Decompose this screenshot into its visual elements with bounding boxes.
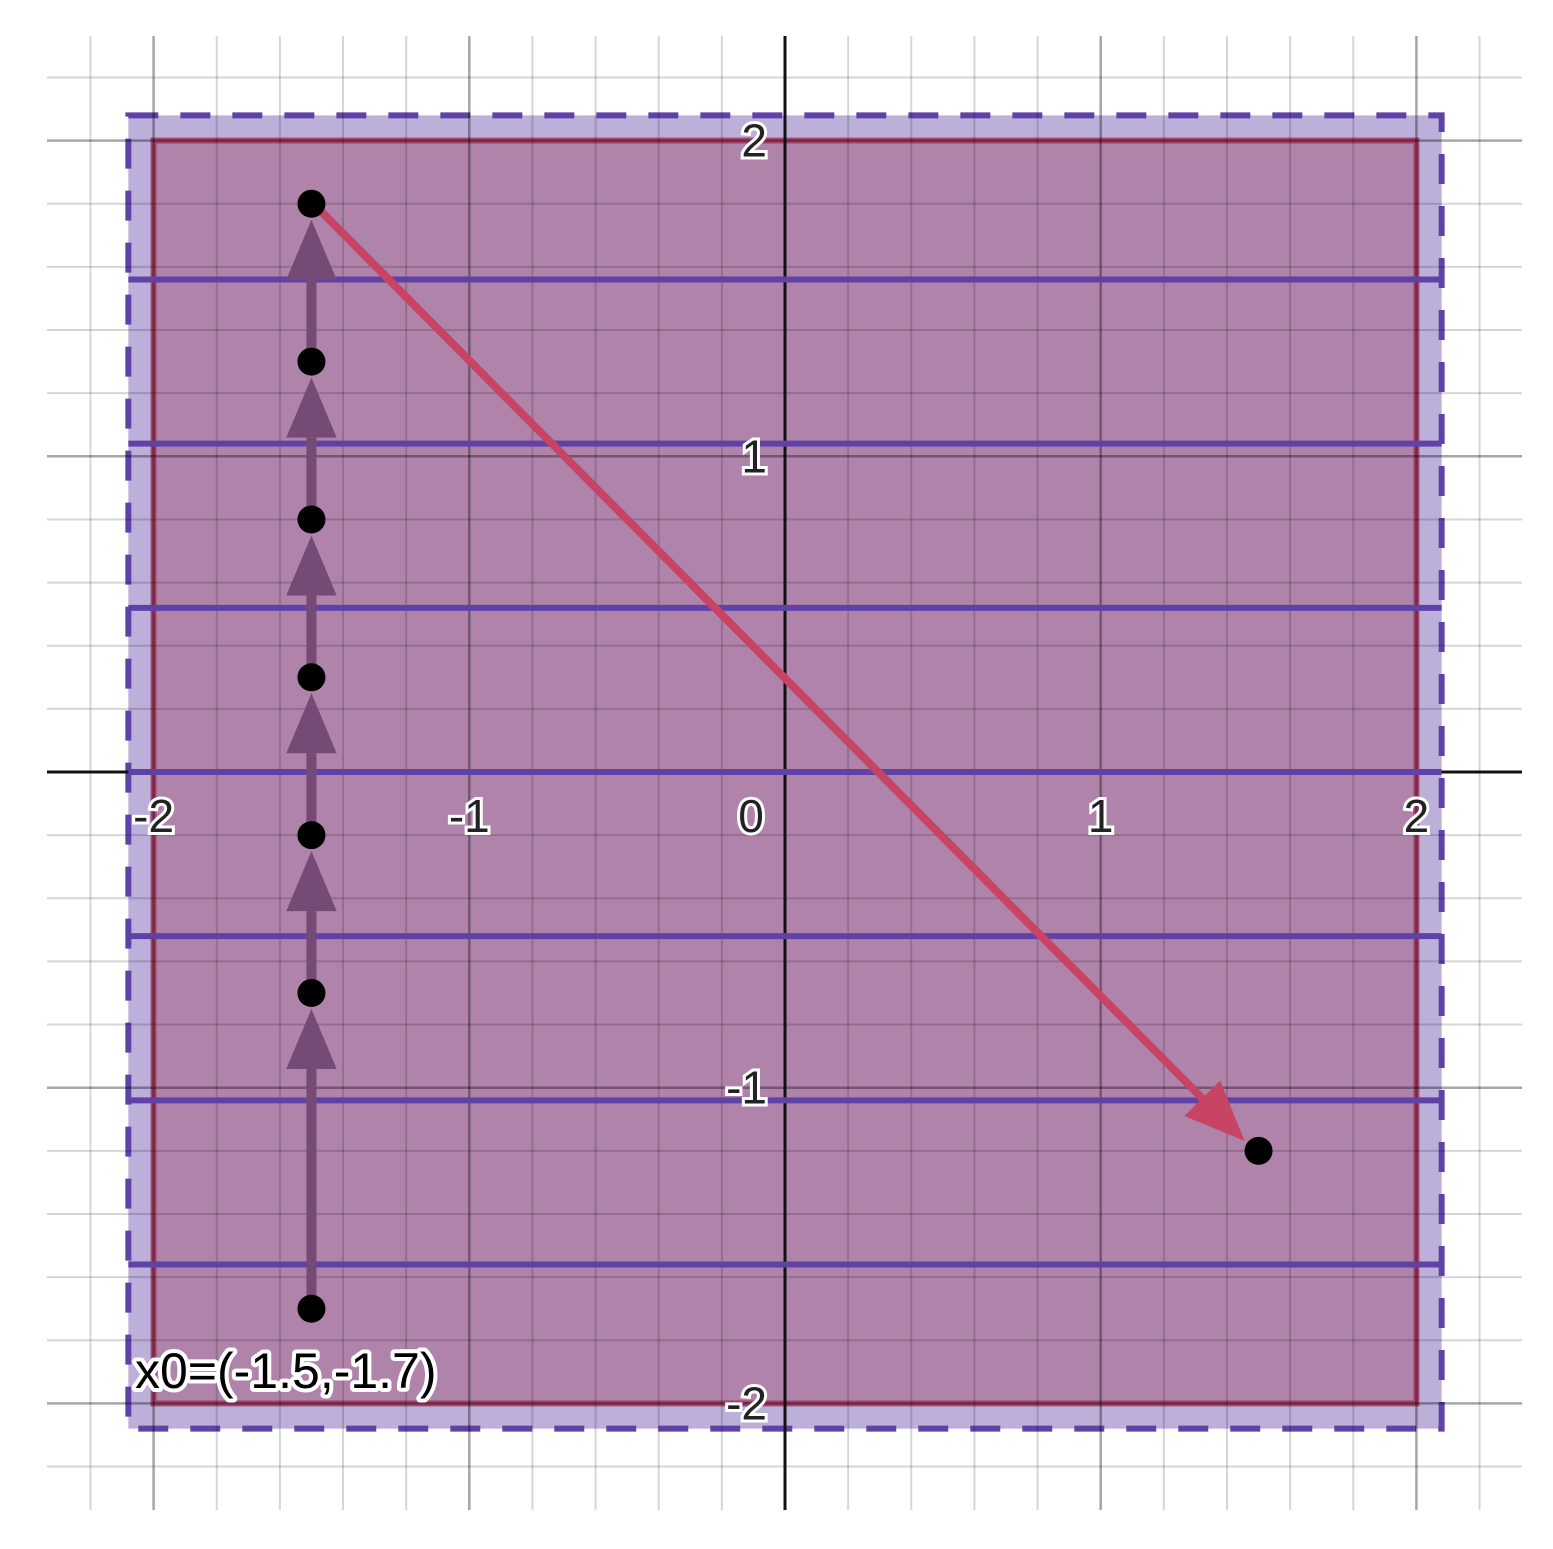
y-tick-label: 2 (741, 115, 767, 167)
y-tick-label: 1 (741, 430, 767, 482)
data-point (297, 189, 326, 218)
data-point (297, 1294, 326, 1323)
diagonal-red-arrow (318, 208, 1206, 1102)
x-tick-label: -2 (133, 790, 174, 842)
vertical-step-arrow-head (286, 1008, 337, 1069)
vertical-step-arrow-head (286, 851, 337, 912)
x-tick-label: 0 (738, 790, 764, 842)
data-point (1244, 1136, 1273, 1165)
data-point (297, 347, 326, 376)
x-tick-label: -1 (449, 790, 490, 842)
data-point (297, 978, 326, 1007)
data-point (297, 505, 326, 534)
x-tick-label: 1 (1088, 790, 1114, 842)
vertical-step-arrow-head (286, 693, 337, 754)
x-tick-label: 2 (1404, 790, 1430, 842)
data-point (297, 821, 326, 850)
vertical-step-arrow-head (286, 535, 337, 596)
vertical-step-arrow-head (286, 377, 337, 438)
y-tick-label: -1 (726, 1062, 767, 1114)
data-point (297, 663, 326, 692)
y-tick-label: -2 (726, 1377, 767, 1429)
diagonal-red-arrow-head (1184, 1080, 1245, 1141)
vertical-step-arrow-head (286, 219, 337, 280)
point-label-x0: x0=(-1.5,-1.7) (135, 1343, 437, 1399)
